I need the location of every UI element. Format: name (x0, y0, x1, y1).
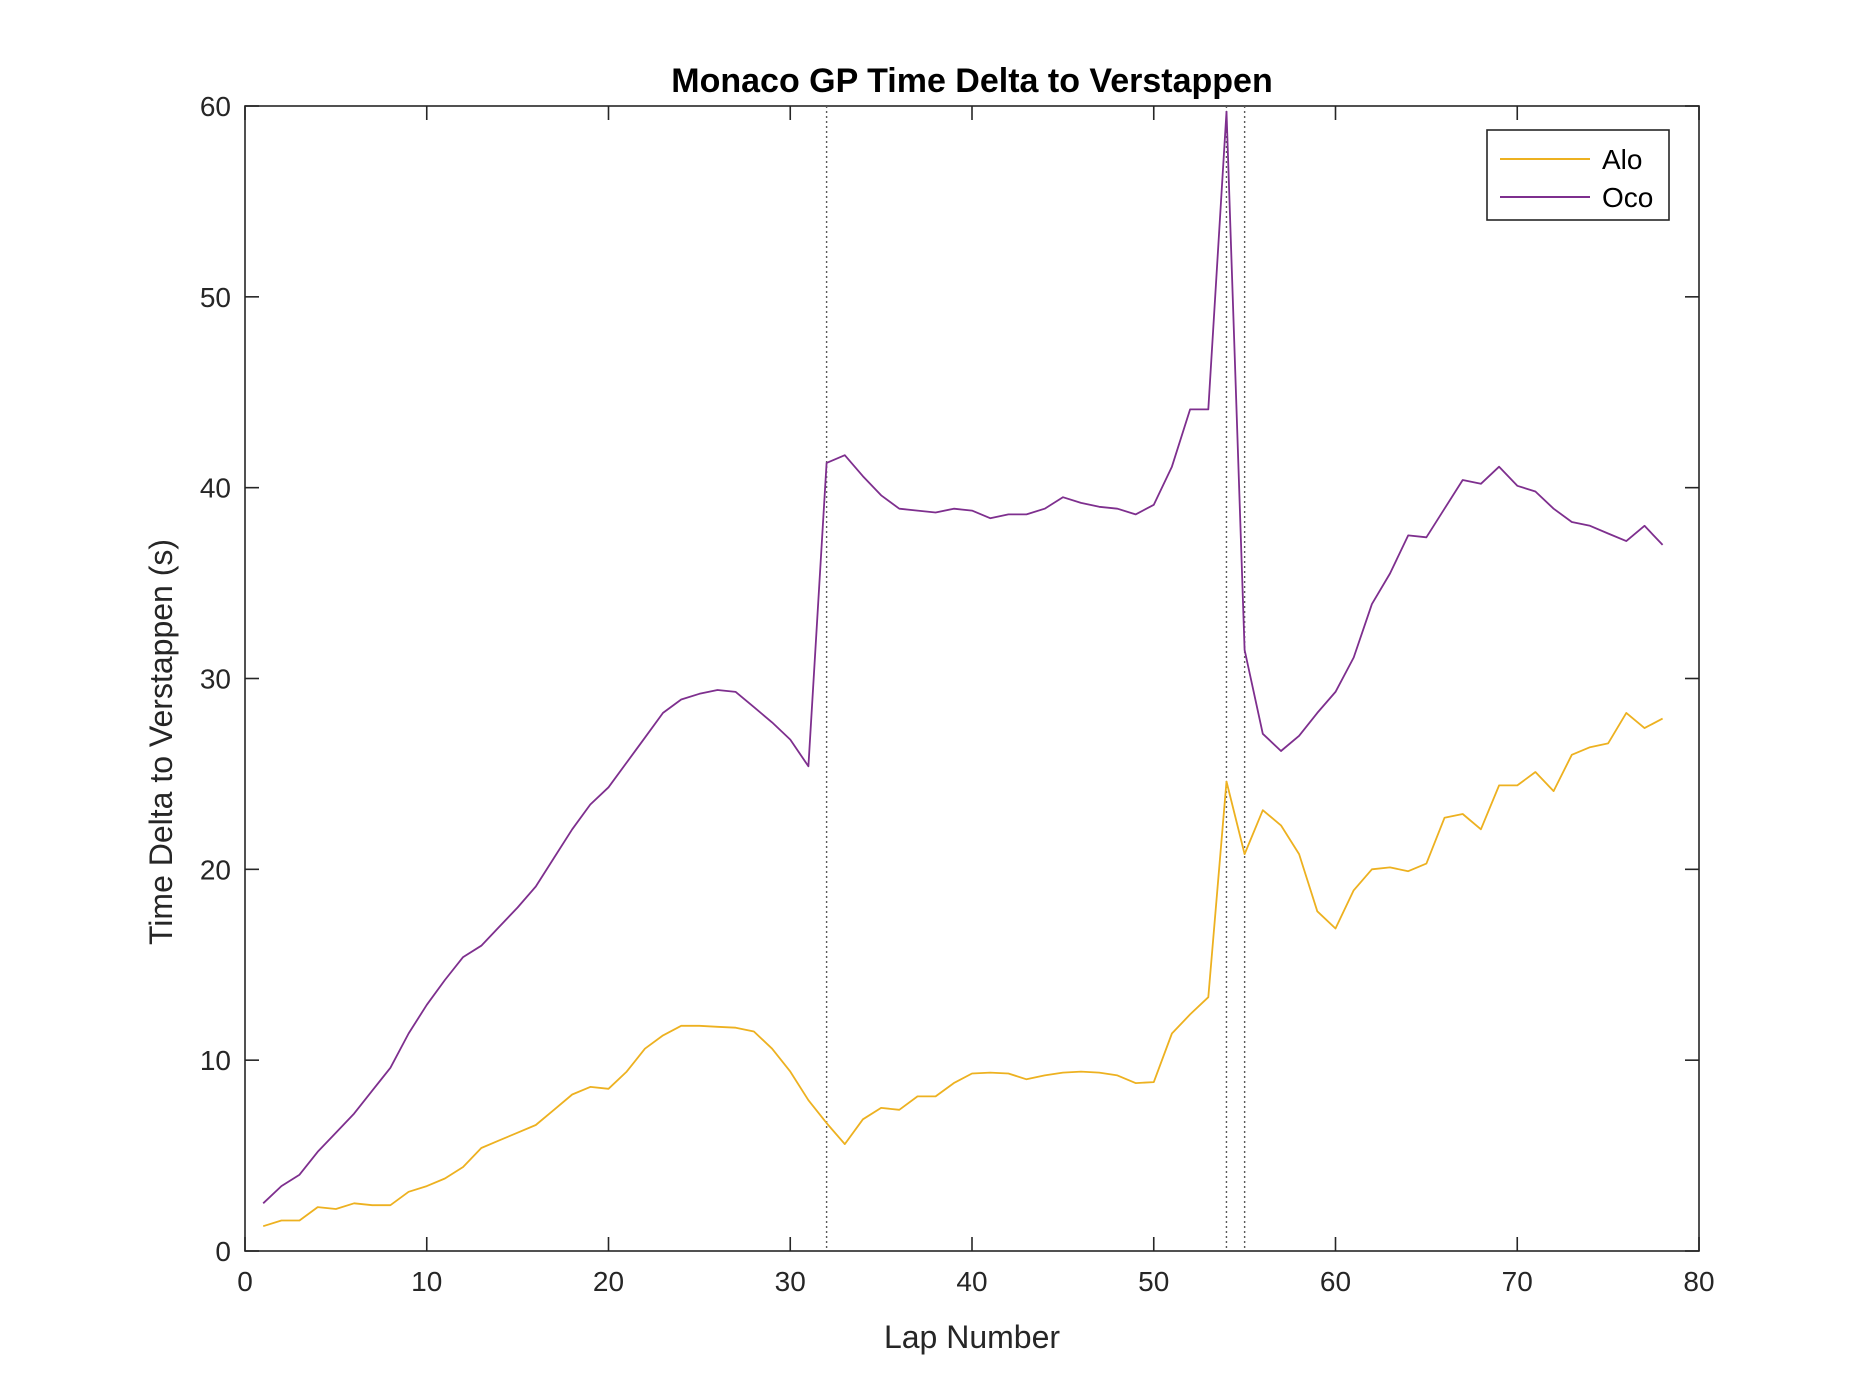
x-tick-label: 70 (1502, 1266, 1533, 1297)
axes-box (244, 105, 1700, 1252)
series-line-alo (262, 712, 1664, 1228)
chart-title: Monaco GP Time Delta to Verstappen (671, 62, 1272, 100)
y-tick-label: 10 (200, 1045, 231, 1076)
tick-marks (244, 105, 1700, 1252)
x-tick-label: 30 (775, 1266, 806, 1297)
y-tick-label: 20 (200, 854, 231, 885)
y-tick-label: 50 (200, 282, 231, 313)
x-tick-label: 60 (1320, 1266, 1351, 1297)
x-tick-label: 0 (237, 1266, 253, 1297)
y-axis-label: Time Delta to Verstappen (s) (143, 539, 179, 945)
x-tick-label: 10 (411, 1266, 442, 1297)
plot-area (244, 105, 1700, 1252)
y-tick-label: 30 (200, 664, 231, 695)
legend: Alo Oco (1486, 129, 1670, 221)
x-tick-label: 80 (1683, 1266, 1714, 1297)
y-tick-label: 40 (200, 473, 231, 504)
legend-label-oco: Oco (1602, 182, 1653, 213)
series-line-oco (262, 110, 1664, 1204)
x-tick-label: 40 (956, 1266, 987, 1297)
series-lines (262, 110, 1664, 1228)
y-tick-label: 60 (200, 91, 231, 122)
y-tick-label: 0 (215, 1236, 231, 1267)
x-tick-label: 50 (1138, 1266, 1169, 1297)
x-axis-label: Lap Number (884, 1319, 1060, 1355)
legend-label-alo: Alo (1602, 144, 1642, 175)
x-tick-label: 20 (593, 1266, 624, 1297)
legend-box (1486, 129, 1670, 221)
tick-labels: 0 10 20 30 40 50 60 70 80 0 10 20 30 40 50 60 (200, 91, 1715, 1297)
